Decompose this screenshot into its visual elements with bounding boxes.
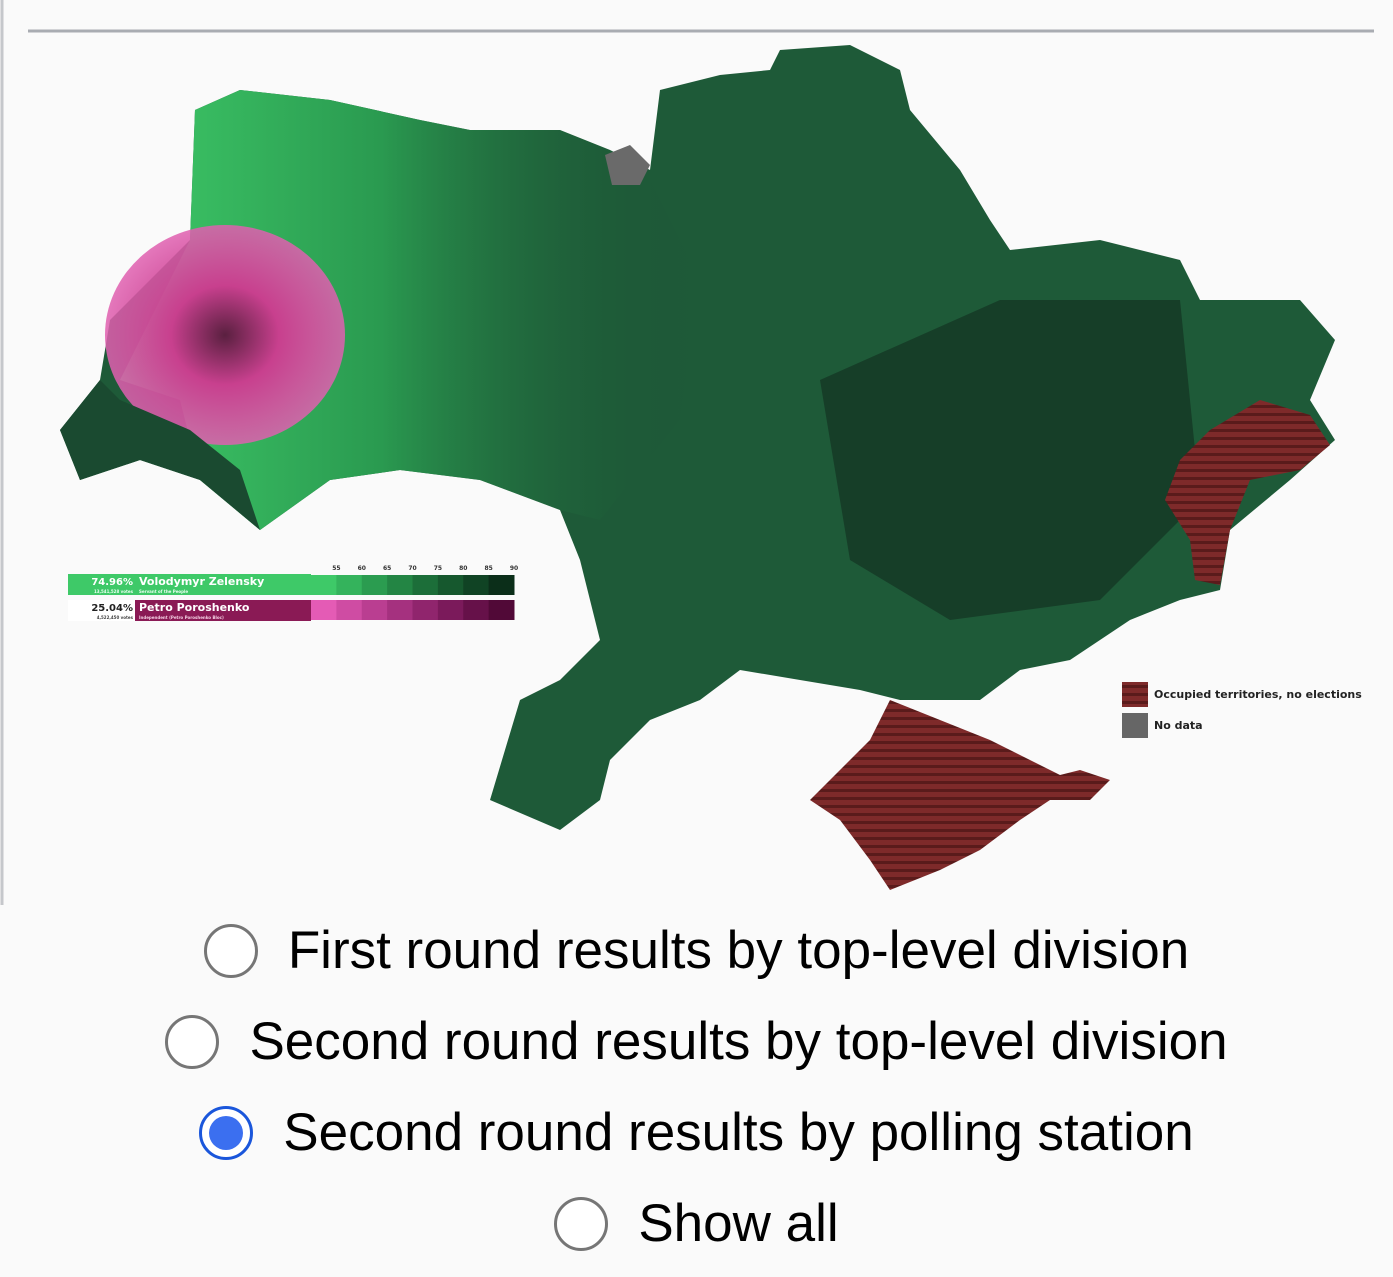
scale-tick-label: 60 [358,565,366,572]
legend-bar [68,574,311,595]
legend-percent: 74.96% [91,577,133,588]
radio-button[interactable] [203,923,258,978]
scale-tick-label: 80 [459,565,467,572]
radio-group: First round results by top-level divisio… [0,905,1393,1269]
scale-swatch [488,575,515,595]
legend-swatch [1122,682,1148,707]
scale-swatch [437,575,464,595]
legend-percent: 25.04% [91,603,133,614]
scale-tick-label: 85 [484,565,492,572]
radio-label: Second round results by top-level divisi… [249,1012,1228,1071]
radio-label: Second round results by polling station [283,1103,1194,1162]
scale-swatch [488,600,515,620]
radio-option[interactable]: First round results by top-level divisio… [203,905,1190,996]
radio-button[interactable] [554,1196,609,1251]
legend-label: Occupied territories, no elections [1154,688,1362,701]
scale-swatch [361,575,388,595]
scale-tick-label: 55 [332,565,340,572]
scale-tick-label: 70 [408,565,416,572]
scale-swatch [412,600,439,620]
scale-tick-label: 90 [510,565,518,572]
scale-swatch [463,575,490,595]
scale-swatch [412,575,439,595]
legend-swatch [1122,713,1148,738]
scale-swatch [336,575,363,595]
scale-swatch [387,575,413,595]
legend-votes: 13,541,528 votes [94,589,134,594]
occupied-east [1165,400,1330,585]
legend-party: Servant of the People [139,589,188,594]
southeast-dark [820,300,1200,620]
scale-swatch [361,600,388,620]
legend-votes: 4,522,450 votes [97,615,134,620]
no-data-area [605,145,650,185]
radio-option[interactable]: Second round results by top-level divisi… [165,996,1228,1087]
scale-swatch [463,600,490,620]
radio-label: First round results by top-level divisio… [287,921,1190,980]
legend-party: Independent (Petro Poroshenko Bloc) [139,615,224,620]
occupied-crimea [810,700,1110,890]
legend-label: No data [1154,719,1203,732]
radio-label: Show all [638,1194,839,1253]
scale-swatch [311,600,337,620]
scale-swatch [387,600,413,620]
radio-button[interactable] [199,1105,254,1160]
west-region [105,225,345,445]
scale-tick-label: 75 [434,565,442,572]
scale-swatch [437,600,464,620]
transcarpathia [60,380,260,530]
radio-button[interactable] [165,1014,220,1069]
legend-name: Petro Poroshenko [139,601,250,614]
legend-name: Volodymyr Zelensky [139,575,264,588]
radio-option[interactable]: Show all [554,1178,839,1269]
radio-option[interactable]: Second round results by polling station [199,1087,1194,1178]
scale-swatch [336,600,363,620]
scale-tick-label: 65 [383,565,391,572]
scale-swatch [311,575,337,595]
legend: 74.96% Volodymyr Zelensky 13,541,528 vot… [68,565,1362,738]
legend-bar [68,600,135,621]
legend-scale: 55 60 65 70 75 80 85 90 [311,565,518,620]
map: 74.96% Volodymyr Zelensky 13,541,528 vot… [0,0,1374,905]
